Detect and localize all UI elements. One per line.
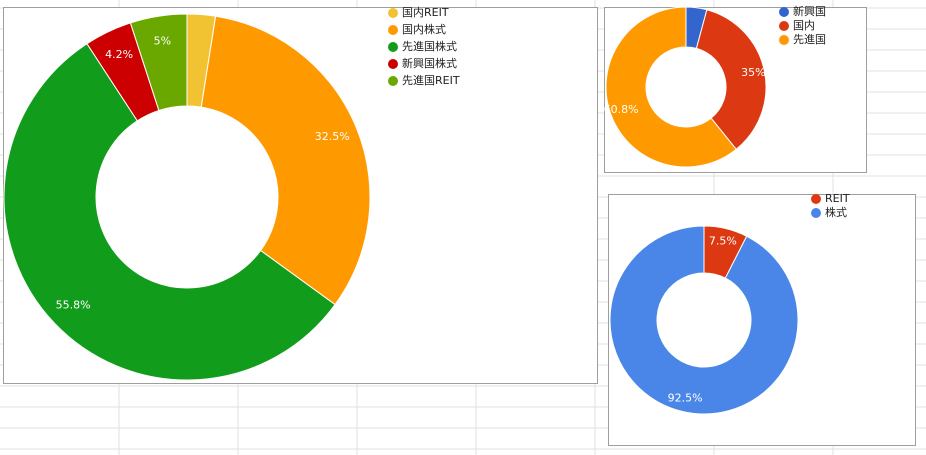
donut-slice	[605, 6, 737, 168]
slice-label: 7.5%	[709, 234, 737, 247]
legend-swatch	[388, 42, 398, 52]
legend-swatch	[388, 8, 398, 18]
donut-chart: 32.5% 55.8% 4.2% 5% 国内REIT 国内株式先進国株式新興国株式先進国R…	[3, 5, 598, 384]
legend-swatch	[779, 35, 789, 45]
legend-swatch	[811, 208, 821, 218]
legend-label: 新興国	[793, 4, 826, 18]
legend-label: 先進国	[793, 33, 826, 46]
legend-label: 国内株式	[402, 22, 446, 36]
legend-label: REIT	[825, 192, 850, 205]
donut-slice	[695, 9, 767, 150]
slice-label: 5%	[154, 35, 171, 48]
legend-label: 先進国株式	[402, 39, 457, 53]
slice-label: 92.5%	[668, 392, 703, 405]
charts: 32.5%55.8%4.2%5%国内REIT国内株式先進国株式新興国株式先進国R…	[3, 4, 916, 446]
slice-label: 32.5%	[315, 130, 350, 143]
slice-label: 35%	[741, 66, 765, 79]
legend-swatch	[388, 76, 398, 86]
legend-label: 新興国株式	[402, 56, 457, 70]
legend-label: 国内	[793, 18, 815, 32]
legend-swatch	[388, 25, 398, 35]
slice-label: 4.2%	[105, 48, 133, 61]
legend-swatch	[388, 59, 398, 69]
slice-label: 55.8%	[56, 298, 91, 311]
slice-label: 60.8%	[604, 103, 639, 116]
legend-label: 株式	[825, 205, 847, 219]
donut-slice	[200, 15, 371, 306]
legend-label: 国内REIT	[402, 5, 449, 19]
donut-slice	[609, 225, 799, 415]
donut-slice	[129, 13, 188, 112]
legend-swatch	[779, 21, 789, 31]
legend-swatch	[811, 194, 821, 204]
legend-swatch	[779, 7, 789, 17]
donut-slice	[3, 43, 336, 381]
legend-label: 先進国REIT	[402, 74, 460, 87]
